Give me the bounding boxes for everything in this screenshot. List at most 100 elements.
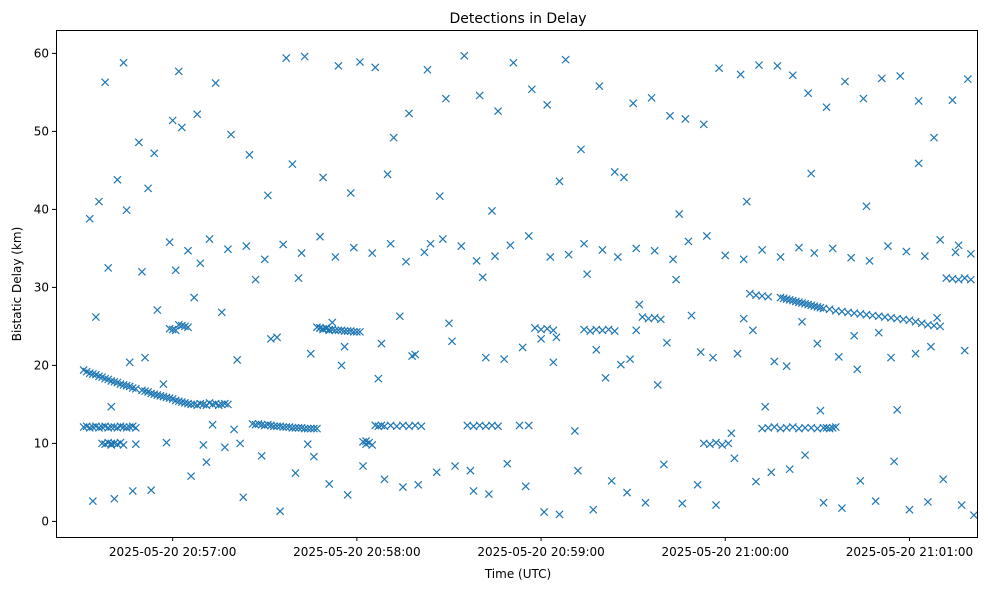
- data-point: [948, 96, 957, 105]
- data-point: [174, 67, 183, 76]
- data-point: [788, 422, 797, 432]
- data-point: [770, 357, 779, 366]
- data-point: [926, 342, 935, 351]
- data-point: [595, 82, 604, 91]
- data-point: [223, 245, 232, 254]
- data-point: [325, 479, 334, 488]
- data-point: [782, 295, 791, 304]
- data-point: [116, 422, 125, 431]
- data-point: [859, 94, 868, 103]
- data-point: [487, 206, 496, 215]
- data-point: [920, 252, 929, 261]
- data-point: [193, 110, 202, 119]
- data-point: [761, 402, 770, 411]
- data-point: [622, 488, 632, 497]
- data-point: [223, 400, 232, 409]
- data-point: [494, 107, 503, 116]
- data-point: [871, 497, 880, 506]
- data-point: [88, 497, 97, 506]
- data-point: [518, 343, 527, 352]
- data-point: [355, 57, 364, 67]
- data-point: [171, 326, 180, 335]
- y-tick-label: 60: [34, 46, 49, 60]
- data-point: [911, 349, 920, 358]
- data-point: [788, 296, 797, 305]
- data-point: [705, 440, 714, 449]
- data-point: [174, 320, 183, 329]
- data-point: [865, 256, 874, 265]
- data-point: [822, 103, 831, 112]
- data-point: [773, 61, 782, 70]
- data-point: [837, 504, 846, 513]
- data-point: [230, 425, 239, 434]
- data-point: [122, 381, 131, 390]
- data-point: [414, 480, 423, 489]
- data-point: [171, 396, 180, 405]
- data-point: [681, 114, 690, 123]
- data-point: [180, 322, 189, 331]
- data-point: [632, 244, 641, 253]
- data-point: [288, 160, 297, 169]
- data-point: [460, 51, 469, 60]
- data-point: [794, 298, 803, 307]
- data-point: [101, 374, 110, 383]
- data-point: [457, 242, 466, 251]
- data-point: [699, 120, 708, 129]
- data-point: [850, 331, 859, 340]
- data-point: [273, 333, 282, 342]
- data-point: [85, 423, 94, 432]
- data-point: [739, 314, 748, 323]
- data-point: [960, 274, 969, 283]
- data-point: [543, 324, 552, 333]
- data-point: [939, 475, 948, 484]
- data-point: [831, 422, 840, 432]
- data-point: [580, 239, 589, 248]
- data-point: [156, 391, 165, 400]
- data-point: [708, 353, 718, 362]
- data-point: [521, 482, 530, 491]
- data-point: [355, 327, 364, 336]
- data-point: [141, 387, 150, 396]
- data-point: [969, 511, 978, 520]
- data-point: [217, 308, 226, 317]
- data-point: [150, 390, 159, 399]
- data-point: [527, 85, 536, 94]
- data-point: [546, 252, 555, 262]
- data-point: [635, 300, 644, 309]
- data-point: [794, 243, 803, 252]
- data-point: [368, 249, 377, 258]
- data-point: [220, 443, 229, 452]
- data-point: [561, 55, 570, 64]
- data-point: [530, 323, 539, 332]
- data-point: [515, 421, 524, 430]
- data-point: [524, 231, 533, 240]
- data-point: [116, 380, 125, 389]
- data-point: [469, 486, 478, 496]
- data-point: [589, 505, 598, 514]
- data-point: [724, 439, 733, 448]
- data-point: [300, 52, 309, 61]
- data-point: [727, 429, 736, 438]
- data-point: [331, 252, 340, 262]
- data-point: [119, 422, 128, 432]
- data-point: [583, 270, 592, 279]
- data-point: [254, 419, 263, 428]
- data-point: [309, 424, 318, 433]
- data-point: [251, 275, 260, 284]
- data-point: [751, 477, 760, 486]
- data-point: [966, 249, 975, 258]
- data-point: [107, 439, 116, 448]
- y-tick-label: 40: [34, 202, 49, 216]
- data-point: [159, 380, 168, 389]
- data-point: [484, 490, 493, 499]
- data-point: [509, 58, 518, 67]
- data-point: [957, 500, 966, 510]
- data-point: [177, 398, 186, 407]
- data-point: [810, 249, 819, 258]
- data-point: [131, 384, 140, 393]
- data-point: [85, 369, 94, 378]
- data-point: [576, 145, 585, 154]
- data-point: [684, 237, 693, 246]
- data-point: [202, 458, 211, 467]
- data-point: [807, 301, 816, 310]
